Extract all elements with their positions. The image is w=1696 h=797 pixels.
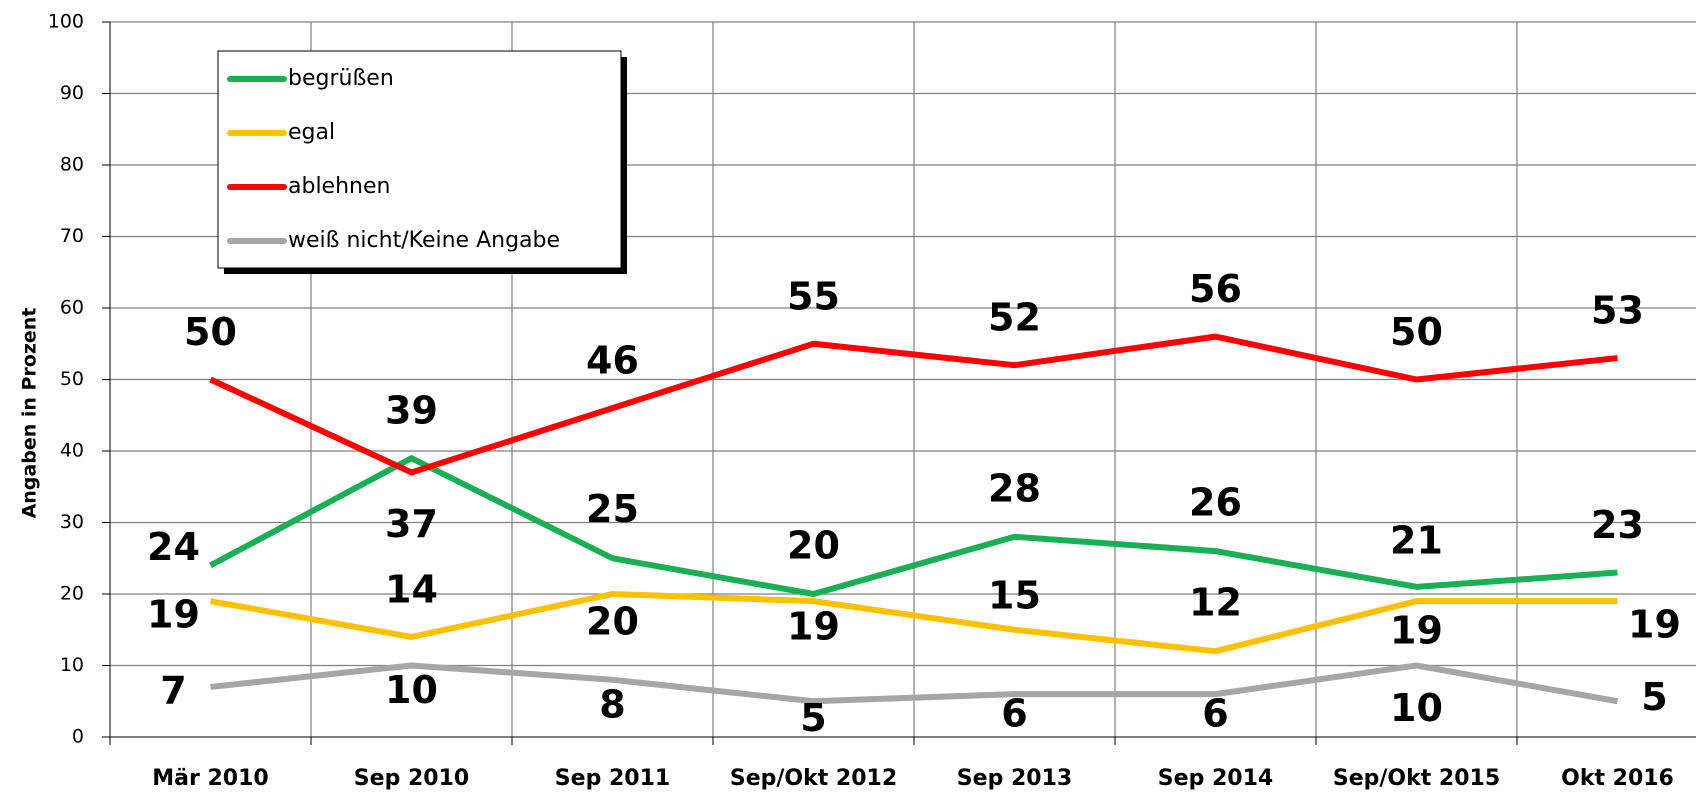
data-label: 10 — [385, 668, 438, 712]
y-axis-label: Angaben in Prozent — [19, 308, 41, 519]
series-line — [209, 591, 1618, 655]
data-label: 39 — [385, 389, 438, 433]
data-label: 7 — [160, 668, 186, 712]
legend-label: weiß nicht/Keine Angabe — [288, 228, 560, 253]
data-label: 52 — [988, 296, 1041, 340]
legend-label: egal — [288, 120, 335, 145]
y-tick-label: 30 — [60, 511, 84, 533]
data-label: 6 — [1001, 692, 1027, 736]
data-label: 25 — [586, 487, 639, 531]
x-tick-label: Sep/Okt 2015 — [1333, 766, 1500, 791]
x-tick-label: Sep 2010 — [354, 766, 469, 791]
data-label: 20 — [787, 524, 840, 568]
data-label: 20 — [586, 600, 639, 644]
x-tick-label: Sep 2011 — [555, 766, 670, 791]
data-label: 6 — [1202, 692, 1228, 736]
legend — [217, 50, 622, 269]
x-tick-label: Sep 2014 — [1158, 766, 1273, 791]
y-tick-label: 90 — [60, 82, 84, 104]
y-tick-label: 20 — [60, 583, 84, 605]
y-tick-label: 10 — [60, 654, 84, 676]
x-tick-label: Mär 2010 — [152, 766, 268, 791]
data-label: 50 — [1390, 310, 1443, 354]
y-tick-label: 80 — [60, 154, 84, 176]
data-label: 14 — [385, 567, 438, 611]
y-tick-label: 60 — [60, 297, 84, 319]
data-label: 23 — [1591, 503, 1644, 547]
data-label: 46 — [586, 339, 639, 383]
y-tick-label: 40 — [60, 440, 84, 462]
data-label: 8 — [599, 682, 625, 726]
data-label: 28 — [988, 466, 1041, 510]
series-line — [209, 455, 1618, 597]
data-label: 10 — [1390, 686, 1443, 730]
data-label: 37 — [385, 502, 438, 546]
data-label: 19 — [1628, 603, 1681, 647]
x-tick-label: Sep/Okt 2012 — [730, 766, 897, 791]
data-label: 26 — [1189, 481, 1242, 525]
data-label: 15 — [988, 573, 1041, 617]
data-label: 24 — [147, 525, 200, 569]
series-line — [209, 333, 1618, 476]
data-label: 19 — [787, 605, 840, 649]
data-label: 56 — [1189, 267, 1242, 311]
data-label: 21 — [1390, 518, 1443, 562]
data-label: 5 — [800, 696, 826, 740]
y-tick-label: 50 — [60, 368, 84, 390]
data-label: 19 — [147, 593, 200, 637]
x-tick-label: Sep 2013 — [957, 766, 1072, 791]
data-label: 55 — [787, 274, 840, 318]
x-tick-label: Okt 2016 — [1561, 766, 1674, 791]
data-label: 19 — [1390, 609, 1443, 653]
data-label: 12 — [1189, 581, 1242, 625]
data-label: 50 — [184, 310, 237, 354]
data-label: 53 — [1591, 289, 1644, 333]
data-label: 5 — [1641, 675, 1667, 719]
legend-label: begrüßen — [288, 66, 394, 91]
legend-label: ablehnen — [288, 174, 390, 199]
y-tick-label: 70 — [60, 225, 84, 247]
series-line — [210, 662, 1619, 705]
y-tick-label: 100 — [48, 11, 84, 33]
y-tick-label: 0 — [72, 726, 84, 748]
